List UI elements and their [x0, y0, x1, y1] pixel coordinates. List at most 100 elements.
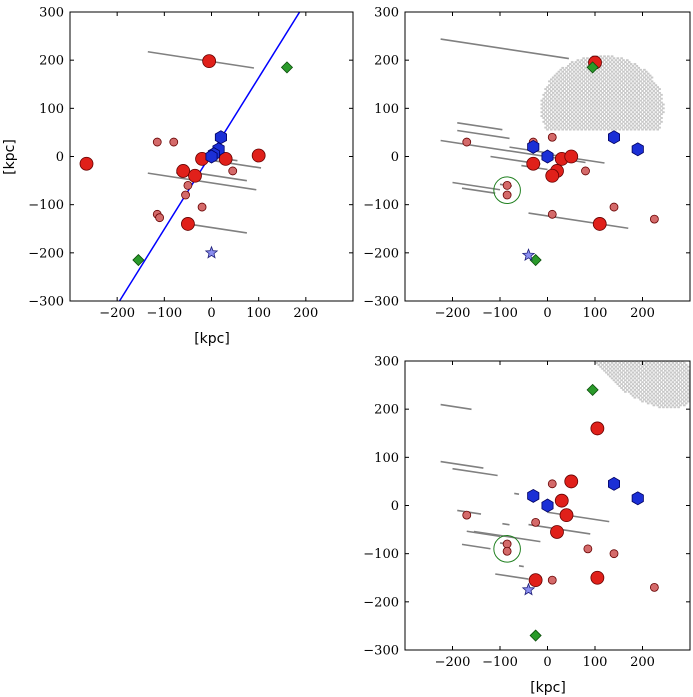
panel-top-right-y-tick-label: −200	[363, 246, 399, 261]
panel-bottom-right-blue-point	[631, 491, 644, 506]
panel-top-left-y-tick-label: 0	[56, 150, 64, 165]
panel-bottom-right-xlabel: [kpc]	[530, 680, 566, 696]
panel-bottom-right-red-point-large	[550, 525, 564, 539]
panel-top-left-y-tick-label: −100	[28, 198, 64, 213]
panel-top-left-plot-area	[79, 12, 301, 301]
panel-top-right-y-tick-label: 200	[374, 54, 399, 69]
panel-top-left-star-point	[204, 245, 219, 259]
panel-top-right-error-segment	[440, 38, 569, 60]
panel-bottom-right-blue-point	[527, 488, 540, 503]
panel-top-right-x-tick-label: −100	[482, 306, 518, 321]
panel-top-left-red-point-large	[176, 164, 191, 178]
panel-top-right-y-tick-label: 300	[374, 6, 399, 21]
panel-bottom-right-green-point	[529, 629, 542, 642]
panel-bottom-right-x-tick-label: −100	[482, 655, 518, 670]
panel-bottom-right-x-tick-label: 100	[583, 655, 608, 670]
panel-bottom-right-red-point-small	[462, 510, 472, 520]
panel-bottom-right-red-point-large	[564, 474, 579, 489]
panel-top-left-red-point-small	[152, 137, 162, 147]
panel-top-right-red-point-large	[592, 217, 607, 231]
panel-bottom-right-error-segment	[440, 403, 472, 411]
panel-top-right-x-tick-label: 100	[583, 306, 608, 321]
panel-bottom-right-x-tick-label: −200	[435, 655, 471, 670]
panel-top-left-green-point	[132, 253, 145, 267]
panel-top-right-red-point-small	[502, 190, 512, 200]
panel-bottom-right-red-point-small	[649, 582, 659, 592]
panel-bottom-right-red-point-large	[554, 493, 569, 508]
panel-top-right-blue-point	[631, 142, 644, 157]
panel-top-right-blue-point	[527, 139, 540, 154]
panel-top-right-x-tick-label: −200	[435, 306, 471, 321]
panel-top-right-star-point	[521, 248, 536, 261]
panel-bottom-right-grey-region	[595, 361, 690, 409]
panel-top-left-red-point-small	[181, 190, 190, 200]
panel-top-left-error-segment	[147, 50, 255, 69]
panel-bottom-right-highlight-circle	[493, 535, 521, 563]
panel-top-left-red-point-large	[79, 156, 94, 171]
panel-bottom-right-plot-area	[440, 361, 690, 642]
panel-bottom-right-y-tick-label: 0	[391, 499, 399, 514]
panel-top-right-error-segment	[452, 181, 501, 191]
panel-top-left-error-segment	[147, 172, 257, 191]
panel-top-left-red-point-small	[183, 180, 193, 190]
panel-top-left-error-segment	[192, 223, 247, 234]
panel-bottom-right-y-tick-label: −200	[363, 595, 399, 610]
panel-bottom-right-error-segment	[514, 492, 520, 495]
panel-top-left-red-point-small	[228, 166, 238, 176]
panel-top-left-red-point-small	[197, 202, 207, 212]
panel-top-right-y-tick-label: −300	[363, 295, 399, 310]
panel-top-right-y-tick-label: −100	[363, 198, 399, 213]
panel-bottom-right-error-segment	[518, 565, 524, 568]
panel-top-left-red-point-large	[181, 217, 195, 231]
panel-top-right-plot-area	[440, 38, 665, 267]
panel-top-left-y-tick-label: 300	[39, 6, 64, 21]
panel-top-left-red-point-large	[202, 54, 217, 69]
panel-bottom-right-red-point-small	[609, 549, 619, 559]
panel-top-right-red-point-small	[649, 214, 659, 224]
panel-top-right-red-point-large	[564, 149, 579, 164]
panel-bottom-right-red-point-small	[547, 479, 557, 489]
panel-top-left: [kpc] [kpc] −200 −100 0 100 200 −300 −200 −100 0…	[2, 6, 354, 347]
panel-top-left-y-tick-label: 100	[39, 102, 64, 117]
panel-bottom-right-y-tick-label: 100	[374, 451, 399, 466]
panel-top-left-red-point-large	[188, 168, 202, 183]
panel-top-left-blue-point	[214, 130, 228, 145]
panel-top-right-red-point-large	[545, 168, 560, 183]
panel-top-right-red-point-small	[581, 166, 590, 176]
panel-bottom-right-error-segment	[547, 511, 610, 523]
panel-bottom-right-error-segment	[440, 460, 484, 469]
panel-bottom-right-error-segment	[466, 530, 501, 538]
panel-top-right-blue-point	[541, 149, 554, 164]
panel-bottom-right-red-point-small	[502, 546, 512, 556]
panel-bottom-right-error-segment	[473, 530, 541, 543]
panel-top-left-red-point-large	[251, 148, 266, 163]
panel-bottom-right: [kpc] −200 −100 0 100 200 −300 −200 −100 0 100 200…	[363, 355, 691, 696]
panel-top-left-x-tick-label: 0	[207, 306, 215, 321]
panel-top-left-xlabel: [kpc]	[194, 331, 230, 347]
panel-bottom-right-y-tick-label: −100	[363, 547, 399, 562]
panel-top-left-y-tick-label: −200	[28, 246, 64, 261]
panel-bottom-right-red-point-large	[528, 573, 543, 588]
panel-top-right-green-point	[586, 61, 599, 74]
panel-top-right-green-point	[529, 253, 542, 267]
panel-bottom-right-error-segment	[452, 467, 498, 477]
panel-top-right-red-point-small	[502, 180, 512, 190]
panel-top-right-error-segment	[528, 212, 629, 230]
panel-bottom-right-y-tick-label: 300	[374, 355, 399, 370]
panel-bottom-right-error-segment	[461, 543, 491, 550]
panel-top-right-y-tick-label: 100	[374, 102, 399, 117]
panel-top-left-red-point-large	[218, 152, 233, 166]
panel-bottom-right-blue-point	[541, 498, 554, 513]
panel-top-right-red-point-small	[547, 132, 557, 142]
panel-bottom-right-red-point-large	[590, 570, 605, 585]
panel-bottom-right-red-point-small	[502, 539, 512, 549]
panel-top-left-y-tick-label: −300	[28, 295, 64, 310]
panel-top-left-green-point	[280, 61, 294, 74]
panel-bottom-right-red-point-large	[559, 508, 574, 523]
panel-top-left-y-tick-label: 200	[39, 54, 64, 69]
panel-top-left-red-point-small	[155, 213, 165, 223]
panel-top-right-red-point-large	[526, 156, 541, 171]
panel-bottom-right-red-point-large	[590, 421, 605, 436]
panel-top-right-blue-point	[608, 130, 620, 145]
